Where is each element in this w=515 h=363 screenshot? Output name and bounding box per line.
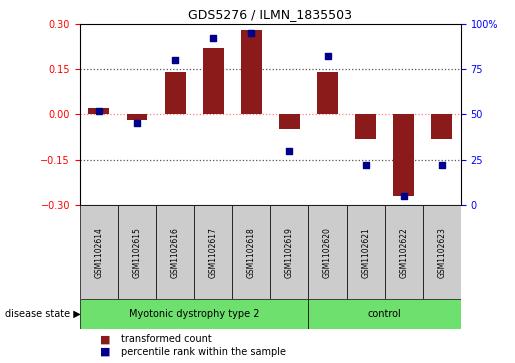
Point	[171, 57, 179, 63]
Point	[323, 53, 332, 59]
Bar	[270, 205, 308, 299]
Bar	[232, 205, 270, 299]
Bar	[194, 205, 232, 299]
Text: GSM1102622: GSM1102622	[399, 227, 408, 278]
Point	[209, 35, 217, 41]
Bar	[165, 72, 185, 114]
Text: GSM1102616: GSM1102616	[170, 227, 180, 278]
Bar	[156, 205, 194, 299]
Point	[133, 121, 141, 126]
Text: percentile rank within the sample: percentile rank within the sample	[121, 347, 286, 357]
Text: disease state ▶: disease state ▶	[5, 309, 81, 319]
Bar	[385, 205, 423, 299]
Text: ■: ■	[100, 334, 111, 344]
Text: GSM1102623: GSM1102623	[437, 227, 447, 278]
Bar	[118, 205, 156, 299]
Text: Myotonic dystrophy type 2: Myotonic dystrophy type 2	[129, 309, 260, 319]
Bar	[241, 30, 262, 114]
Bar	[347, 205, 385, 299]
Bar	[279, 114, 300, 130]
Bar	[127, 114, 147, 121]
Title: GDS5276 / ILMN_1835503: GDS5276 / ILMN_1835503	[188, 8, 352, 21]
Point	[95, 108, 103, 114]
Text: ■: ■	[100, 347, 111, 357]
Text: GSM1102618: GSM1102618	[247, 227, 256, 278]
Bar	[393, 114, 414, 196]
Text: control: control	[368, 309, 402, 319]
Bar	[203, 48, 224, 114]
Bar	[423, 205, 461, 299]
Point	[247, 30, 255, 36]
Point	[285, 148, 294, 154]
Text: GSM1102615: GSM1102615	[132, 227, 142, 278]
Bar	[80, 299, 308, 329]
Point	[362, 162, 370, 168]
Point	[438, 162, 446, 168]
Text: GSM1102619: GSM1102619	[285, 227, 294, 278]
Bar	[308, 205, 347, 299]
Text: transformed count: transformed count	[121, 334, 212, 344]
Text: GSM1102614: GSM1102614	[94, 227, 104, 278]
Point	[400, 193, 408, 199]
Text: GSM1102620: GSM1102620	[323, 227, 332, 278]
Bar	[308, 299, 461, 329]
Bar	[317, 72, 338, 114]
Text: GSM1102617: GSM1102617	[209, 227, 218, 278]
Bar	[355, 114, 376, 139]
Text: GSM1102621: GSM1102621	[361, 227, 370, 278]
Bar	[432, 114, 452, 139]
Bar	[89, 108, 109, 114]
Bar	[80, 205, 118, 299]
